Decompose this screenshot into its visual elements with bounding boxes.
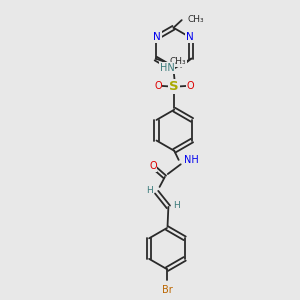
Text: O: O [187, 81, 194, 91]
Text: H: H [173, 201, 180, 210]
Text: NH: NH [184, 155, 199, 166]
Text: N: N [153, 32, 161, 42]
Text: S: S [169, 80, 179, 93]
Text: CH₃: CH₃ [187, 15, 204, 24]
Text: N: N [186, 32, 194, 42]
Text: HN: HN [160, 63, 174, 73]
Text: O: O [154, 81, 162, 91]
Text: CH₃: CH₃ [169, 57, 186, 66]
Text: Br: Br [161, 285, 172, 295]
Text: O: O [149, 161, 157, 171]
Text: H: H [146, 186, 153, 195]
